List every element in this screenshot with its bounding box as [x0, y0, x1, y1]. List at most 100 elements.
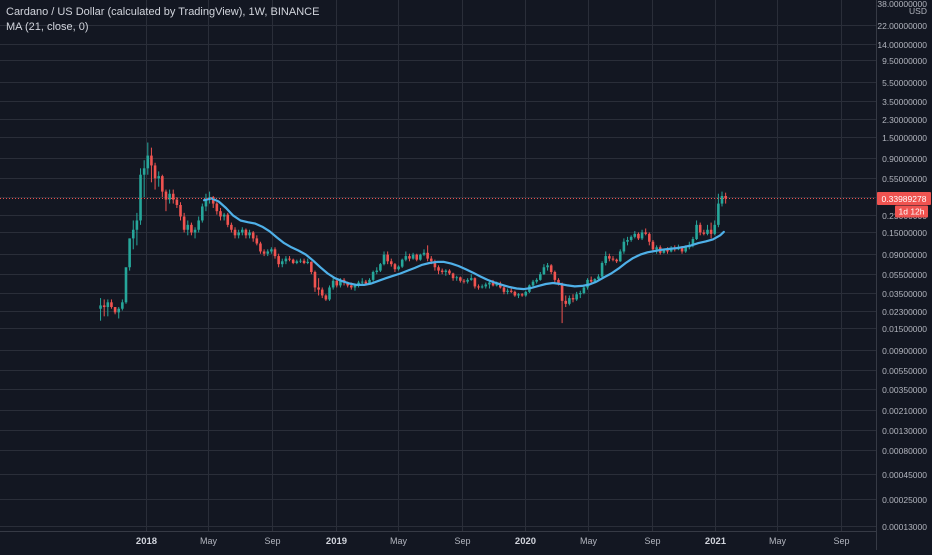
- candle[interactable]: [110, 299, 113, 309]
- candle[interactable]: [113, 307, 117, 315]
- candle[interactable]: [219, 207, 222, 221]
- indicator-label[interactable]: MA (21, close, 0): [6, 21, 89, 33]
- candle[interactable]: [695, 220, 698, 241]
- candle[interactable]: [193, 227, 197, 239]
- candle[interactable]: [230, 222, 233, 233]
- candle[interactable]: [411, 252, 415, 260]
- candle[interactable]: [640, 229, 644, 241]
- candle[interactable]: [578, 290, 582, 299]
- candle[interactable]: [415, 253, 419, 262]
- candle[interactable]: [419, 253, 422, 261]
- candle[interactable]: [259, 241, 262, 254]
- candle[interactable]: [262, 249, 266, 257]
- candle[interactable]: [535, 278, 538, 284]
- candle[interactable]: [248, 229, 251, 239]
- candle[interactable]: [553, 270, 557, 283]
- candle[interactable]: [717, 193, 720, 228]
- candle[interactable]: [371, 270, 375, 282]
- candle[interactable]: [251, 231, 255, 242]
- candles[interactable]: [99, 142, 727, 324]
- candle[interactable]: [539, 271, 542, 281]
- candle[interactable]: [99, 298, 102, 321]
- candle[interactable]: [186, 220, 190, 236]
- candle[interactable]: [517, 293, 520, 299]
- candle[interactable]: [237, 229, 240, 239]
- candle[interactable]: [502, 286, 506, 295]
- candle[interactable]: [484, 282, 488, 289]
- candle[interactable]: [280, 258, 284, 268]
- candle[interactable]: [386, 251, 389, 265]
- candle[interactable]: [546, 262, 549, 271]
- candle[interactable]: [724, 192, 727, 204]
- candle[interactable]: [440, 268, 444, 275]
- candle[interactable]: [608, 253, 611, 262]
- candle[interactable]: [564, 295, 568, 308]
- candle[interactable]: [448, 269, 451, 275]
- candle[interactable]: [128, 238, 131, 271]
- candle[interactable]: [331, 278, 335, 290]
- candle[interactable]: [295, 259, 299, 265]
- candle[interactable]: [477, 284, 480, 290]
- candle[interactable]: [157, 171, 161, 187]
- candle[interactable]: [582, 285, 586, 295]
- candle[interactable]: [270, 247, 273, 254]
- candle[interactable]: [313, 270, 317, 292]
- candle[interactable]: [139, 168, 142, 225]
- candle[interactable]: [549, 264, 553, 275]
- candle[interactable]: [175, 197, 179, 208]
- candle[interactable]: [106, 299, 110, 317]
- candle[interactable]: [571, 294, 575, 303]
- candle[interactable]: [426, 245, 429, 262]
- candle[interactable]: [146, 142, 150, 175]
- candle[interactable]: [182, 212, 186, 233]
- candle[interactable]: [317, 278, 320, 296]
- candle[interactable]: [168, 189, 171, 204]
- candle[interactable]: [197, 216, 200, 233]
- candle[interactable]: [524, 290, 528, 297]
- candle[interactable]: [462, 279, 466, 284]
- candle[interactable]: [233, 227, 237, 239]
- candle[interactable]: [455, 275, 459, 281]
- candle[interactable]: [575, 291, 578, 301]
- candle[interactable]: [201, 203, 204, 223]
- time-axis[interactable]: 2018 May Sep 2019 May Sep 2020 May Sep 2021 May Sep: [136, 536, 850, 547]
- price-axis[interactable]: 38.00000000 22.00000000 14.00000000 9.50000…: [877, 0, 931, 532]
- candle[interactable]: [531, 279, 535, 287]
- candle[interactable]: [379, 262, 382, 272]
- candle[interactable]: [466, 278, 469, 284]
- candle[interactable]: [400, 258, 404, 268]
- candle[interactable]: [393, 262, 397, 272]
- candle[interactable]: [255, 235, 259, 246]
- candle[interactable]: [204, 193, 208, 212]
- candle[interactable]: [600, 261, 604, 279]
- candle[interactable]: [709, 222, 713, 239]
- candle[interactable]: [444, 269, 448, 276]
- candle[interactable]: [150, 147, 153, 183]
- candle[interactable]: [360, 278, 364, 285]
- candle[interactable]: [397, 265, 400, 271]
- candle[interactable]: [611, 256, 615, 262]
- candle[interactable]: [615, 258, 618, 263]
- candle[interactable]: [720, 191, 724, 207]
- candle[interactable]: [153, 162, 157, 190]
- candle[interactable]: [560, 282, 564, 324]
- candle[interactable]: [506, 288, 509, 295]
- candle[interactable]: [382, 251, 386, 266]
- candle[interactable]: [469, 274, 473, 281]
- candle[interactable]: [629, 235, 633, 242]
- candle[interactable]: [244, 228, 248, 239]
- candle[interactable]: [320, 287, 324, 299]
- candle[interactable]: [328, 285, 331, 301]
- candle[interactable]: [542, 264, 546, 275]
- candle[interactable]: [408, 253, 411, 262]
- candle[interactable]: [273, 247, 277, 259]
- symbol-title[interactable]: Cardano / US Dollar (calculated by Tradi…: [6, 6, 320, 18]
- candle[interactable]: [422, 249, 426, 257]
- candle[interactable]: [310, 261, 313, 275]
- candle[interactable]: [102, 299, 106, 317]
- candle[interactable]: [171, 189, 175, 204]
- candle[interactable]: [121, 299, 124, 311]
- candle[interactable]: [161, 174, 164, 198]
